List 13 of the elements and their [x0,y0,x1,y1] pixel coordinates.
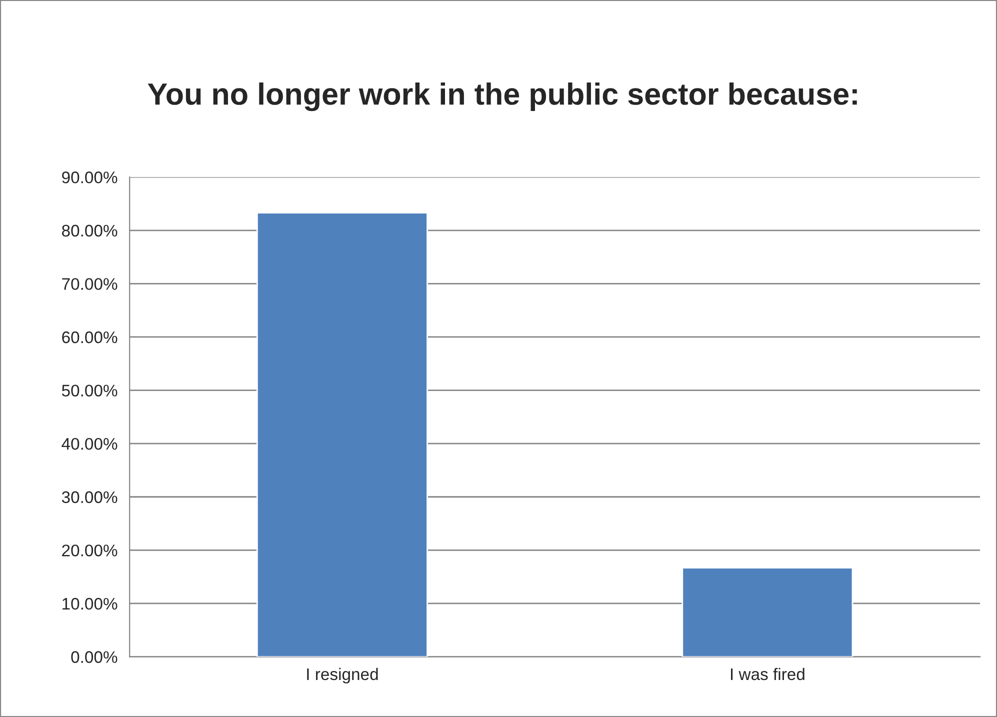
y-tick-label: 40.00% [62,438,118,450]
y-tick-label: 90.00% [62,172,118,184]
chart-title: You no longer work in the public sector because: [148,82,857,112]
y-tick-label: 30.00% [62,491,118,504]
y-tick-label: 50.00% [62,384,118,396]
y-tick-label: 60.00% [62,331,118,344]
y-tick-label: 20.00% [62,544,118,556]
x-tick-label: I was fired [731,668,804,680]
y-tick-label: 80.00% [62,224,118,237]
y-tick-label: 10.00% [62,598,118,610]
y-tick-label: 70.00% [62,278,118,290]
y-tick-label: 0.00% [71,651,118,663]
x-tick-label: I resigned [307,668,378,684]
